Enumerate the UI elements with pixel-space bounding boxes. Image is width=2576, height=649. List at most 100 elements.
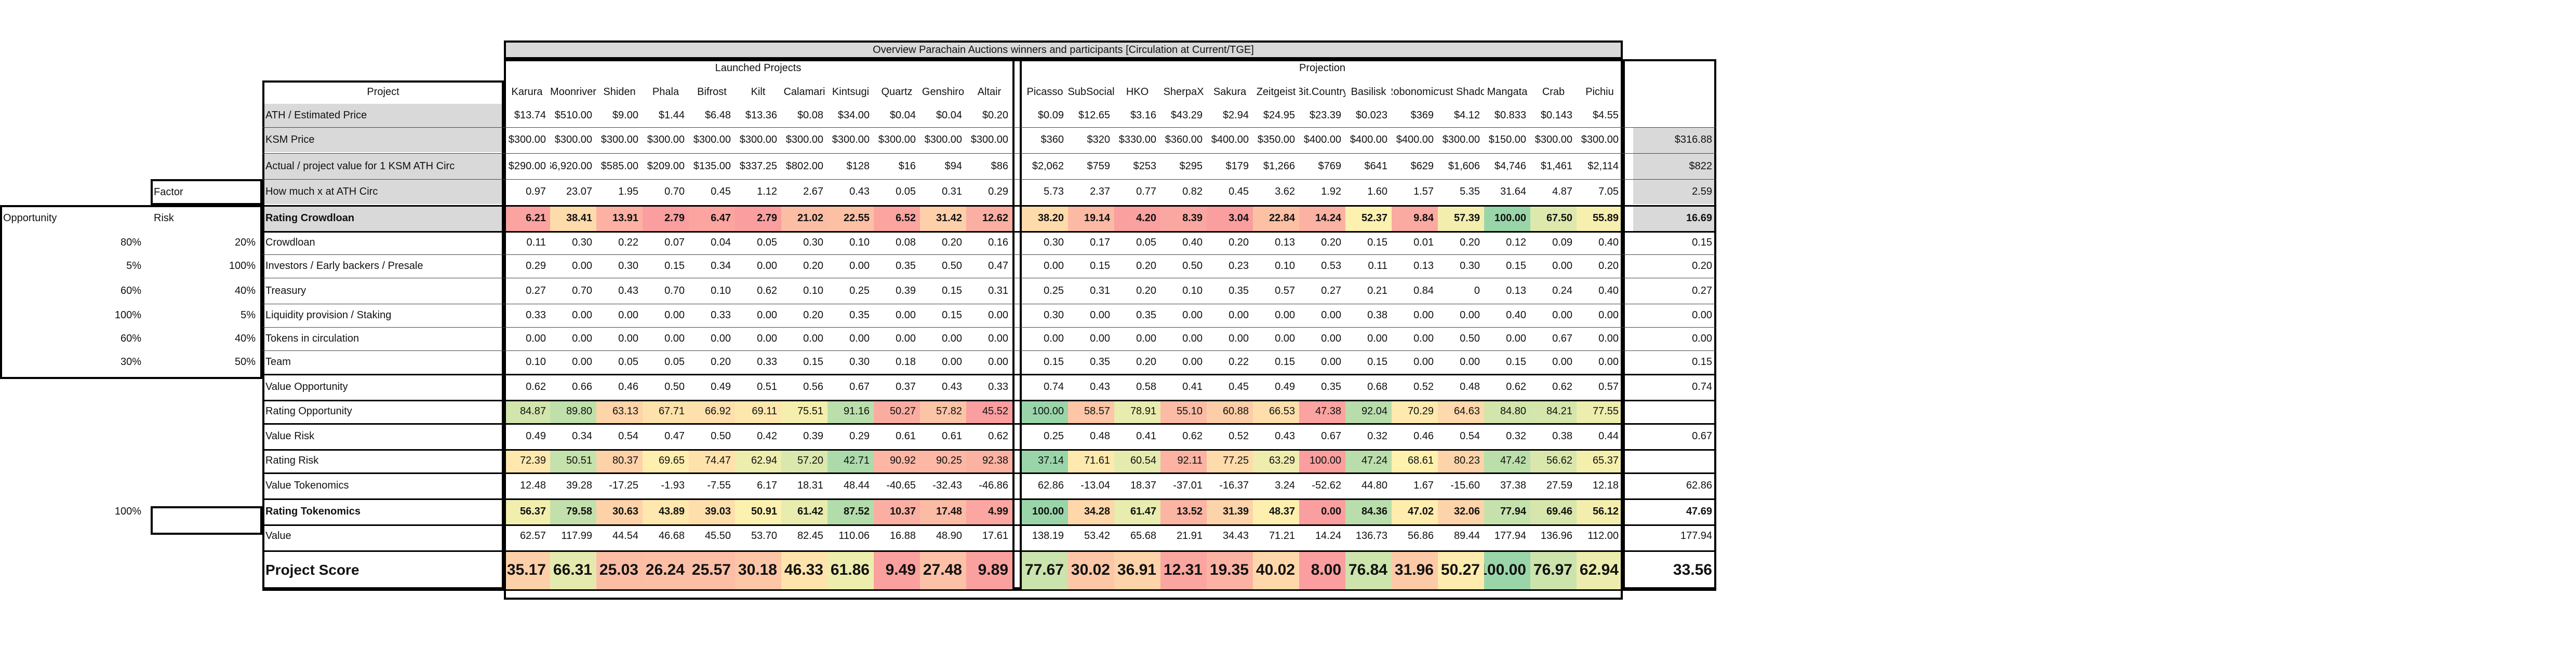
value-cell[interactable]: 72.39: [504, 449, 550, 472]
value-cell[interactable]: 0.10: [711, 285, 731, 296]
value-cell[interactable]: 0.20: [1229, 237, 1249, 248]
value-cell[interactable]: $9.00: [612, 110, 638, 121]
value-cell[interactable]: 57.82: [920, 400, 966, 423]
value-cell[interactable]: 61.42: [781, 498, 827, 524]
value-cell[interactable]: 0.00: [1275, 333, 1295, 344]
value-cell[interactable]: 62.94: [735, 449, 781, 472]
value-cell[interactable]: 100.00: [1022, 400, 1068, 423]
value-cell[interactable]: 0.45: [711, 185, 731, 197]
row-label[interactable]: Project Score: [265, 561, 359, 578]
median-cell[interactable]: 0.00: [1692, 309, 1712, 321]
value-cell[interactable]: $12.65: [1078, 110, 1110, 121]
value-cell[interactable]: 0.00: [988, 309, 1008, 321]
value-cell[interactable]: 0.30: [849, 356, 870, 368]
group-projection[interactable]: Projection: [1299, 62, 1345, 74]
value-cell[interactable]: $179: [1225, 160, 1249, 172]
value-cell[interactable]: $300.00: [924, 133, 962, 145]
value-cell[interactable]: 0.62: [988, 430, 1008, 442]
value-cell[interactable]: 0.13: [1275, 237, 1295, 248]
value-cell[interactable]: 75.51: [781, 400, 827, 423]
value-cell[interactable]: -13.04: [1080, 479, 1110, 491]
value-cell[interactable]: 0.00: [1182, 333, 1203, 344]
value-cell[interactable]: 0.00: [1413, 333, 1434, 344]
value-cell[interactable]: 0: [1474, 285, 1480, 296]
risk-weight[interactable]: 40%: [234, 333, 256, 344]
value-cell[interactable]: 36.91: [1114, 550, 1160, 589]
value-cell[interactable]: 0.25: [849, 285, 870, 296]
value-cell[interactable]: 100.00: [1022, 498, 1068, 524]
value-cell[interactable]: 52.37: [1345, 205, 1392, 231]
value-cell[interactable]: 62.57: [519, 530, 546, 542]
value-cell[interactable]: 2.37: [1090, 185, 1110, 197]
value-cell[interactable]: 0.01: [1413, 237, 1434, 248]
value-cell[interactable]: 0.61: [942, 430, 962, 442]
value-cell[interactable]: 0.11: [526, 237, 546, 248]
value-cell[interactable]: 55.10: [1160, 400, 1207, 423]
value-cell[interactable]: 71.61: [1068, 449, 1114, 472]
value-cell[interactable]: 50.27: [1438, 550, 1484, 589]
value-cell[interactable]: 0.61: [896, 430, 916, 442]
value-cell[interactable]: 0.12: [1506, 237, 1526, 248]
value-cell[interactable]: 0.10: [526, 356, 546, 368]
value-cell[interactable]: 0.15: [1506, 260, 1526, 272]
project-name-23[interactable]: Pichiu: [1585, 86, 1614, 98]
risk-label[interactable]: Risk: [154, 212, 174, 224]
value-cell[interactable]: 0.27: [1321, 285, 1341, 296]
row-label[interactable]: Crowdloan: [265, 237, 315, 248]
value-cell[interactable]: 0.62: [1182, 430, 1203, 442]
row-label[interactable]: Actual / project value for 1 KSM ATH Cir…: [262, 153, 504, 179]
value-cell[interactable]: 1.67: [1413, 479, 1434, 491]
value-cell[interactable]: $1,266: [1263, 160, 1295, 172]
value-cell[interactable]: 0.00: [1367, 333, 1387, 344]
project-name-14[interactable]: SherpaX: [1163, 86, 1204, 98]
value-cell[interactable]: 0.24: [1552, 285, 1572, 296]
value-cell[interactable]: $3.16: [1130, 110, 1156, 121]
value-cell[interactable]: 0.05: [1136, 237, 1156, 248]
value-cell[interactable]: 0.35: [896, 260, 916, 272]
value-cell[interactable]: 6.17: [757, 479, 777, 491]
value-cell[interactable]: 90.92: [874, 449, 920, 472]
value-cell[interactable]: 0.33: [711, 309, 731, 321]
median-cell[interactable]: 177.94: [1680, 530, 1712, 542]
value-cell[interactable]: 0.00: [1506, 333, 1526, 344]
value-cell[interactable]: 78.91: [1114, 400, 1160, 423]
project-name-13[interactable]: HKO: [1126, 86, 1149, 98]
value-cell[interactable]: 0.35: [1321, 381, 1341, 393]
value-cell[interactable]: 0.15: [1506, 356, 1526, 368]
value-cell[interactable]: 48.90: [936, 530, 962, 542]
value-cell[interactable]: 71.21: [1269, 530, 1295, 542]
value-cell[interactable]: 0.20: [1136, 260, 1156, 272]
value-cell[interactable]: 0.43: [1090, 381, 1110, 393]
value-cell[interactable]: 4.99: [966, 498, 1012, 524]
value-cell[interactable]: $0.04: [936, 110, 962, 121]
value-cell[interactable]: 0.00: [572, 333, 592, 344]
project-name-6[interactable]: Calamari: [783, 86, 825, 98]
row-label[interactable]: Tokens in circulation: [265, 333, 359, 344]
value-cell[interactable]: 8.00: [1299, 550, 1345, 589]
project-name-16[interactable]: Zeitgeist: [1256, 86, 1296, 98]
value-cell[interactable]: $400.00: [1396, 133, 1434, 145]
value-cell[interactable]: 0.70: [664, 185, 685, 197]
project-header-label[interactable]: Project: [367, 86, 399, 98]
value-cell[interactable]: 26.24: [643, 550, 689, 589]
value-cell[interactable]: 3.04: [1207, 205, 1253, 231]
value-cell[interactable]: 0.49: [1275, 381, 1295, 393]
value-cell[interactable]: 38.41: [550, 205, 596, 231]
value-cell[interactable]: 70.29: [1392, 400, 1438, 423]
value-cell[interactable]: 0.41: [1136, 430, 1156, 442]
value-cell[interactable]: -7.55: [707, 479, 731, 491]
project-name-3[interactable]: Phala: [652, 86, 679, 98]
value-cell[interactable]: 30.63: [596, 498, 643, 524]
value-cell[interactable]: 0.40: [1182, 237, 1203, 248]
value-cell[interactable]: 91.16: [827, 400, 874, 423]
value-cell[interactable]: 0.10: [803, 285, 823, 296]
value-cell[interactable]: 0.46: [1413, 430, 1434, 442]
value-cell[interactable]: 0.38: [1367, 309, 1387, 321]
value-cell[interactable]: 138.19: [1032, 530, 1064, 542]
value-cell[interactable]: 0.00: [849, 260, 870, 272]
value-cell[interactable]: 0.00: [757, 260, 777, 272]
value-cell[interactable]: 0.40: [1598, 237, 1619, 248]
value-cell[interactable]: -16.37: [1219, 479, 1249, 491]
value-cell[interactable]: 100.00: [1484, 205, 1530, 231]
value-cell[interactable]: 17.61: [982, 530, 1008, 542]
